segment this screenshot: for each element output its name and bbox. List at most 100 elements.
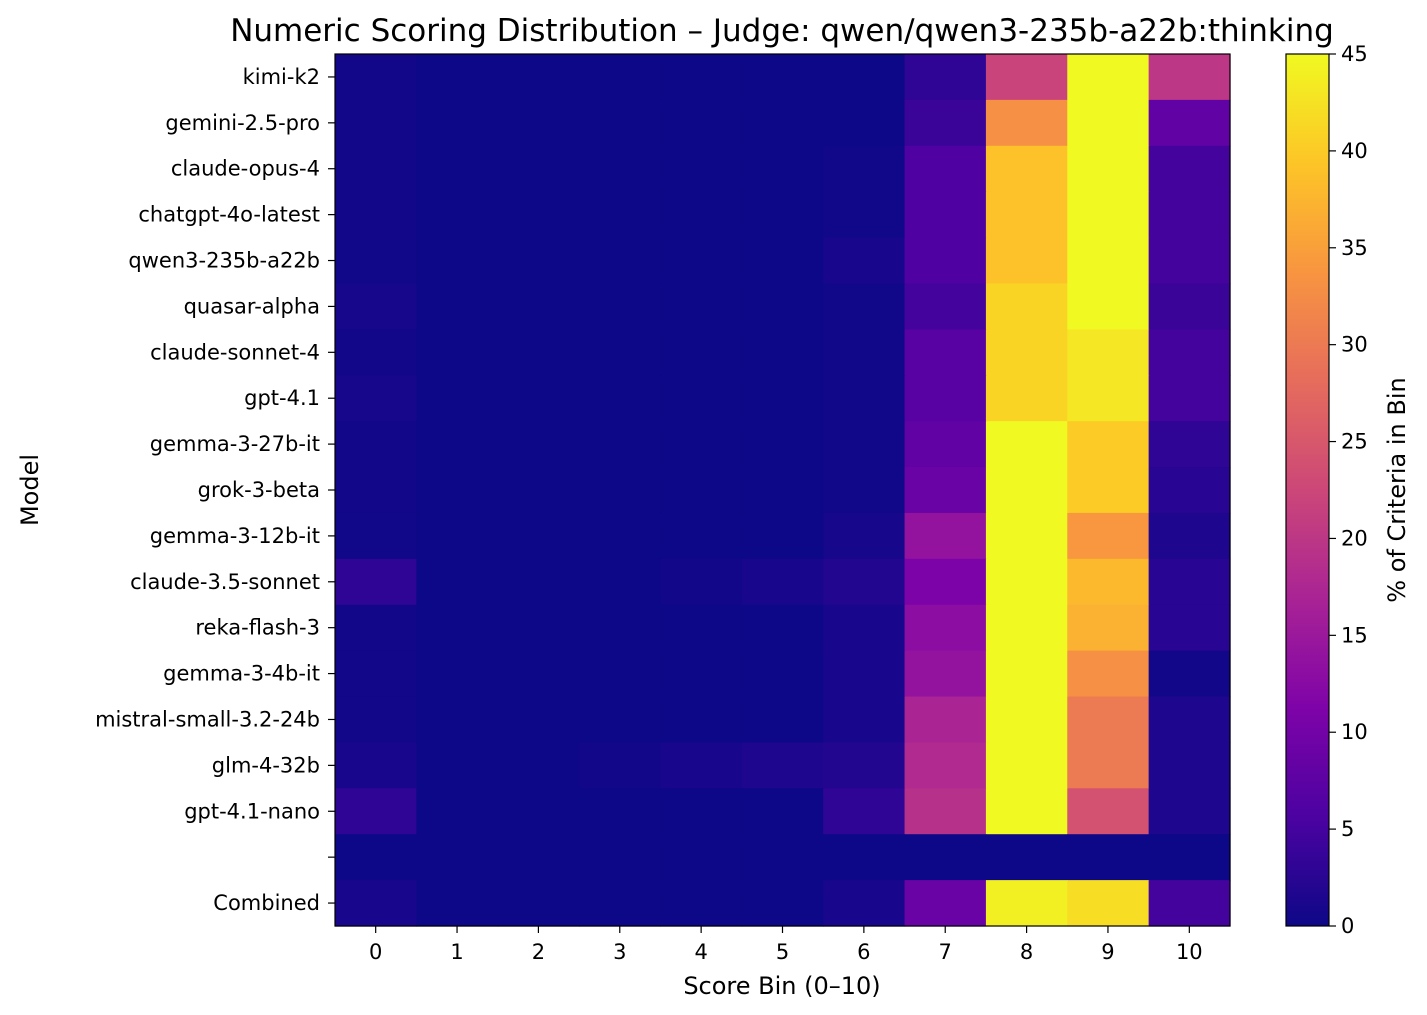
heatmap-cell [741,237,824,285]
heatmap-cell [579,421,662,468]
heatmap-cell [1148,650,1231,698]
heatmap-cell [741,512,824,560]
heatmap-cell [823,650,906,698]
heatmap-cell [823,283,906,330]
heatmap-cell [335,283,417,330]
heatmap-cell [985,145,1068,193]
heatmap-cell [579,375,662,422]
heatmap-cell [1148,788,1231,835]
heatmap-cell [904,880,987,927]
heatmap-cell [741,880,824,927]
x-tick-label: 6 [857,940,870,964]
y-tick-label: gpt-4.1-nano [184,799,320,823]
heatmap-cell [497,834,580,881]
x-tick-label: 3 [613,940,626,964]
heatmap-cell [416,512,499,560]
heatmap-cell [741,650,824,698]
heatmap-cell [823,834,906,881]
heatmap-cell [579,237,662,285]
heatmap-cell [497,788,580,835]
heatmap-cell [1148,467,1231,514]
heatmap-cell [660,145,743,193]
x-tick-label: 0 [369,940,382,964]
heatmap-cell [497,604,580,652]
heatmap-cell [1148,237,1231,285]
heatmap-cell [1067,145,1150,193]
heatmap-cell [741,742,824,789]
colorbar-tick-label: 15 [1341,623,1368,647]
heatmap-cell [823,742,906,789]
heatmap-cells [335,54,1231,927]
heatmap-cell [497,467,580,514]
heatmap-cell [579,54,662,101]
heatmap-cell [741,421,824,468]
heatmap-cell [985,329,1068,376]
heatmap-cell [823,558,906,606]
heatmap-cell [1067,558,1150,606]
colorbar [1285,53,1330,927]
heatmap-cell [985,696,1068,744]
colorbar-tick-label: 25 [1341,430,1368,454]
heatmap-cell [1067,191,1150,239]
heatmap-cell [904,467,987,514]
heatmap-cell [1148,191,1231,239]
heatmap-cell [416,375,499,422]
heatmap-cell [579,604,662,652]
heatmap-cell [741,54,824,101]
heatmap-cell [660,54,743,101]
colorbar-tick-label: 0 [1341,914,1354,938]
heatmap-cell [985,467,1068,514]
heatmap-cell [416,604,499,652]
y-tick-label: gpt-4.1 [244,386,320,410]
y-tick-label: reka-flash-3 [195,616,320,640]
heatmap-cell [1067,237,1150,285]
heatmap-cell [497,99,580,147]
y-tick-label: claude-sonnet-4 [150,340,320,364]
heatmap-cell [904,99,987,147]
colorbar-tick-label: 40 [1341,139,1368,163]
heatmap-cell [335,421,417,468]
colorbar-ticks: 0 5 10 15 20 25 30 35 40 45 [1329,42,1368,938]
heatmap-cell [335,467,417,514]
x-tick-label: 8 [1020,940,1033,964]
chart-title: Numeric Scoring Distribution – Judge: qw… [230,13,1334,49]
heatmap-cell [904,604,987,652]
y-tick-label: chatgpt-4o-latest [138,203,320,227]
x-tick-label: 7 [939,940,952,964]
heatmap-cell [1067,375,1150,422]
heatmap-cell [335,237,417,285]
heatmap-cell [904,558,987,606]
heatmap-cell [904,237,987,285]
x-tick-label: 2 [532,940,545,964]
heatmap-cell [579,696,662,744]
y-tick-label: claude-opus-4 [171,157,320,181]
heatmap-cell [335,329,417,376]
heatmap-cell [1067,283,1150,330]
heatmap-cell [985,558,1068,606]
heatmap-cell [985,604,1068,652]
heatmap-cell [823,191,906,239]
heatmap-cell [335,191,417,239]
heatmap-cell [823,375,906,422]
heatmap-cell [1067,650,1150,698]
heatmap-cell [904,375,987,422]
heatmap-cell [497,191,580,239]
heatmap-cell [335,742,417,789]
heatmap-cell [497,742,580,789]
heatmap-cell [985,880,1068,927]
heatmap-cell [985,788,1068,835]
y-axis-label: Model [16,454,44,526]
heatmap-cell [660,604,743,652]
heatmap-cell [1067,329,1150,376]
heatmap-cell [660,329,743,376]
heatmap-cell [904,696,987,744]
heatmap-cell [741,145,824,193]
y-tick-label: grok-3-beta [198,478,320,502]
heatmap-cell [1148,54,1231,101]
heatmap-cell [660,742,743,789]
y-tick-label: gemma-3-12b-it [150,524,320,548]
heatmap-cell [1067,467,1150,514]
heatmap-cell [579,742,662,789]
x-tick-label: 5 [776,940,789,964]
heatmap-cell [741,696,824,744]
